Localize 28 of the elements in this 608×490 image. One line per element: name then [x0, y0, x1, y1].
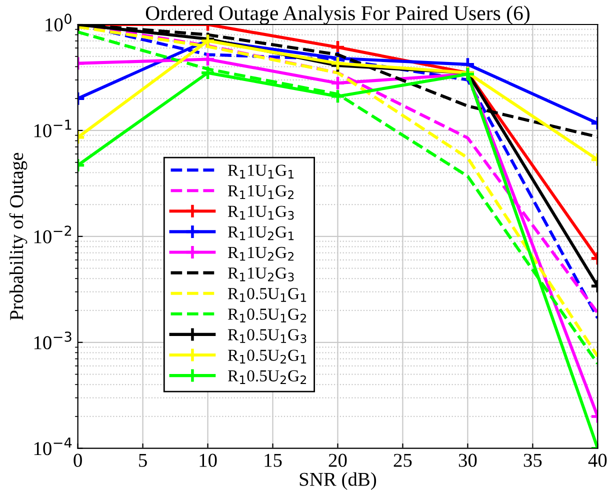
y-tick-label: 10$^{−2}$ [34, 226, 72, 244]
x-axis-title: SNR (dB) [300, 472, 376, 490]
legend-label: R$_{1}$0.5U$_{2}$G$_{2}$ [228, 370, 306, 384]
legend-label: R$_{1}$0.5U$_{2}$G$_{1}$ [228, 350, 306, 364]
legend-label: R$_{1}$1U$_{1}$G$_{2}$ [228, 185, 294, 200]
x-tick-label: 40 [588, 454, 607, 467]
y-tick-label: 10$^{−4}$ [34, 438, 72, 456]
legend-label: R$_{1}$1U$_{1}$G$_{1}$ [228, 164, 294, 178]
x-tick-label: 20 [328, 454, 347, 467]
legend-label: R$_{1}$1U$_{2}$G$_{2}$ [228, 246, 294, 261]
legend-label: R$_{1}$1U$_{1}$G$_{3}$ [228, 206, 294, 220]
y-axis-title: Probability of Outage [9, 152, 28, 320]
legend-label: R$_{1}$1U$_{2}$G$_{1}$ [228, 226, 294, 240]
x-tick-label: 25 [394, 454, 412, 467]
chart-title: Ordered Outage Analysis For Paired Users (6) [146, 6, 530, 24]
x-tick-label: 5 [139, 454, 147, 467]
x-tick-label: 10 [200, 454, 217, 467]
legend-label: R$_{1}$0.5U$_{1}$G$_{3}$ [228, 329, 306, 344]
y-tick-label: 10$^{−3}$ [34, 332, 72, 350]
legend-label: R$_{1}$0.5U$_{1}$G$_{2}$ [228, 308, 306, 322]
y-tick-label: 10$^{−1}$ [34, 120, 72, 138]
legend-label: R$_{1}$0.5U$_{1}$G$_{1}$ [228, 288, 306, 302]
x-tick-label: 30 [458, 454, 477, 467]
y-tick-label: 10$^{0}$ [46, 14, 72, 32]
legend-label: R$_{1}$1U$_{2}$G$_{3}$ [228, 267, 294, 282]
x-tick-label: 0 [74, 454, 82, 467]
x-tick-label: 35 [524, 454, 542, 467]
x-tick-label: 15 [264, 454, 282, 467]
